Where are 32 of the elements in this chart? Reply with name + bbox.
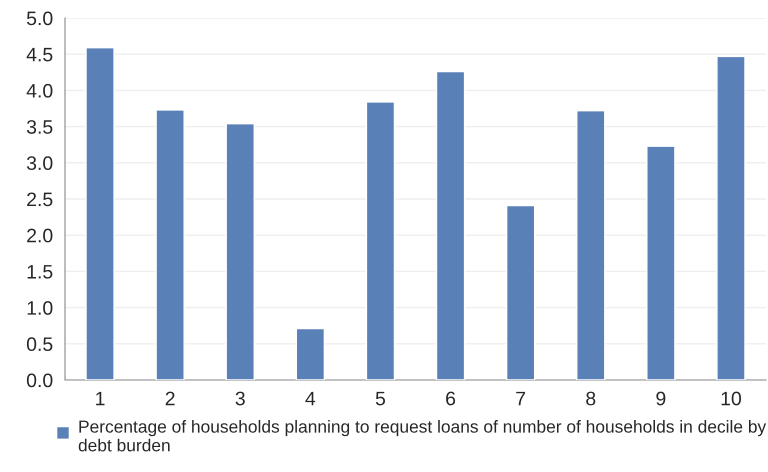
bar xyxy=(716,56,746,380)
x-tick-label: 3 xyxy=(236,392,245,406)
bar xyxy=(646,145,676,380)
bar xyxy=(436,70,466,380)
bar xyxy=(85,46,115,380)
bar xyxy=(296,328,326,380)
bar xyxy=(576,110,606,380)
y-tick-label: 1.0 xyxy=(28,301,52,315)
x-tick-label: 1 xyxy=(96,392,105,406)
y-tick-label: 0.5 xyxy=(26,337,52,352)
y-tick-label: 3.5 xyxy=(26,120,52,134)
y-tick-label: 0.0 xyxy=(26,373,52,388)
bar xyxy=(226,123,255,380)
y-tick-label: 5.0 xyxy=(26,11,52,26)
x-tick-label: 7 xyxy=(516,392,526,406)
y-tick-label: 2.0 xyxy=(27,228,52,242)
x-tick-label: 10 xyxy=(722,392,742,406)
y-tick-label: 1.5 xyxy=(28,265,52,279)
x-tick-label: 5 xyxy=(376,392,386,406)
bar xyxy=(506,204,536,380)
x-tick-label: 6 xyxy=(446,392,456,406)
x-tick-label: 4 xyxy=(305,392,316,406)
x-tick-label: 9 xyxy=(656,392,666,406)
x-tick-label: 2 xyxy=(166,392,175,406)
y-tick-label: 4.0 xyxy=(26,84,52,98)
legend-label: Percentage of households planning to request loans of number of households in decile by debt burden xyxy=(78,420,766,452)
bar xyxy=(155,109,185,380)
y-tick-label: 4.5 xyxy=(26,48,52,62)
y-tick-label: 3.0 xyxy=(26,156,52,170)
y-tick-label: 2.5 xyxy=(27,192,52,206)
bar xyxy=(366,101,396,380)
x-tick-label: 8 xyxy=(586,392,596,406)
